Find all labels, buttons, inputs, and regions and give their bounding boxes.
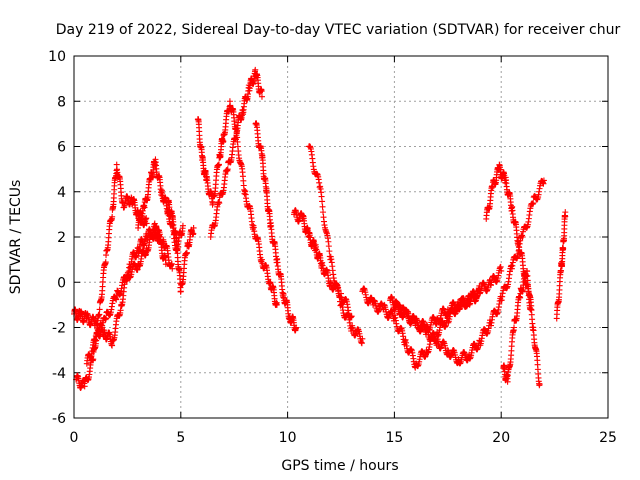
data-point-marker: [498, 267, 505, 274]
data-point-marker: [504, 378, 511, 385]
y-tick-label: 2: [57, 230, 66, 246]
axis-ticks: 0 5 10 15 20 25 -6 -4 -2 0 2 4 6 8 10: [48, 49, 617, 446]
y-tick-label: 6: [57, 140, 66, 156]
x-tick-label: 15: [385, 430, 403, 446]
data-point-marker: [558, 267, 565, 274]
data-point-marker: [325, 243, 332, 250]
data-point-marker: [348, 313, 355, 320]
x-tick-label: 10: [279, 430, 297, 446]
data-point-marker: [190, 230, 197, 237]
data-points: [71, 66, 569, 391]
data-point-marker: [169, 265, 176, 272]
data-point-marker: [183, 249, 190, 256]
data-point-marker: [96, 306, 103, 313]
data-point-marker: [190, 224, 197, 231]
data-point-marker: [519, 234, 526, 240]
data-point-marker: [258, 93, 265, 100]
x-axis-label: GPS time / hours: [281, 458, 398, 474]
data-point-marker: [523, 273, 530, 280]
y-tick-label: -6: [52, 411, 66, 427]
x-tick-label: 5: [176, 430, 185, 446]
data-point-marker: [215, 161, 222, 168]
data-point-marker: [179, 222, 186, 229]
data-point-marker: [103, 315, 110, 322]
y-tick-label: -2: [52, 321, 66, 337]
data-point-marker: [81, 383, 88, 390]
data-point-marker: [143, 220, 150, 227]
y-tick-label: 10: [48, 49, 66, 65]
data-point-marker: [326, 248, 333, 255]
data-point-marker: [319, 203, 326, 210]
data-point-marker: [560, 245, 567, 252]
y-tick-label: 0: [57, 275, 66, 291]
chart-title: Day 219 of 2022, Sidereal Day-to-day VTE…: [56, 22, 621, 38]
data-point-marker: [216, 200, 223, 207]
x-tick-label: 25: [599, 430, 617, 446]
data-point-marker: [536, 381, 543, 388]
data-point-marker: [320, 209, 327, 216]
x-tick-label: 20: [492, 430, 510, 446]
data-point-marker: [96, 311, 103, 318]
data-point-marker: [134, 266, 141, 273]
data-point-marker: [530, 200, 537, 207]
data-point-marker: [117, 307, 124, 314]
data-point-marker: [220, 138, 227, 145]
data-point-marker: [209, 200, 216, 207]
data-point-marker: [177, 288, 184, 295]
data-point-marker: [141, 204, 148, 211]
data-point-marker: [102, 259, 109, 266]
data-point-marker: [273, 301, 280, 308]
data-point-marker: [224, 166, 231, 173]
data-point-marker: [258, 88, 265, 95]
data-point-marker: [267, 279, 274, 286]
data-point-marker: [162, 261, 169, 268]
x-tick-label: 0: [70, 430, 79, 446]
data-point-marker: [123, 277, 130, 284]
data-point-marker: [109, 213, 116, 220]
data-point-marker: [160, 238, 167, 245]
y-tick-label: -4: [52, 366, 66, 382]
data-point-marker: [92, 338, 99, 345]
y-axis-label: SDTVAR / TECUs: [8, 180, 24, 295]
data-point-marker: [562, 209, 569, 216]
y-tick-label: 4: [57, 185, 66, 201]
data-point-marker: [511, 324, 518, 331]
data-point-marker: [359, 335, 366, 342]
data-point-marker: [540, 177, 547, 184]
y-tick-label: 8: [57, 94, 66, 110]
data-point-marker: [319, 198, 326, 205]
plot-frame: [73, 55, 609, 419]
data-point-marker: [143, 215, 150, 222]
data-point-marker: [293, 324, 300, 331]
